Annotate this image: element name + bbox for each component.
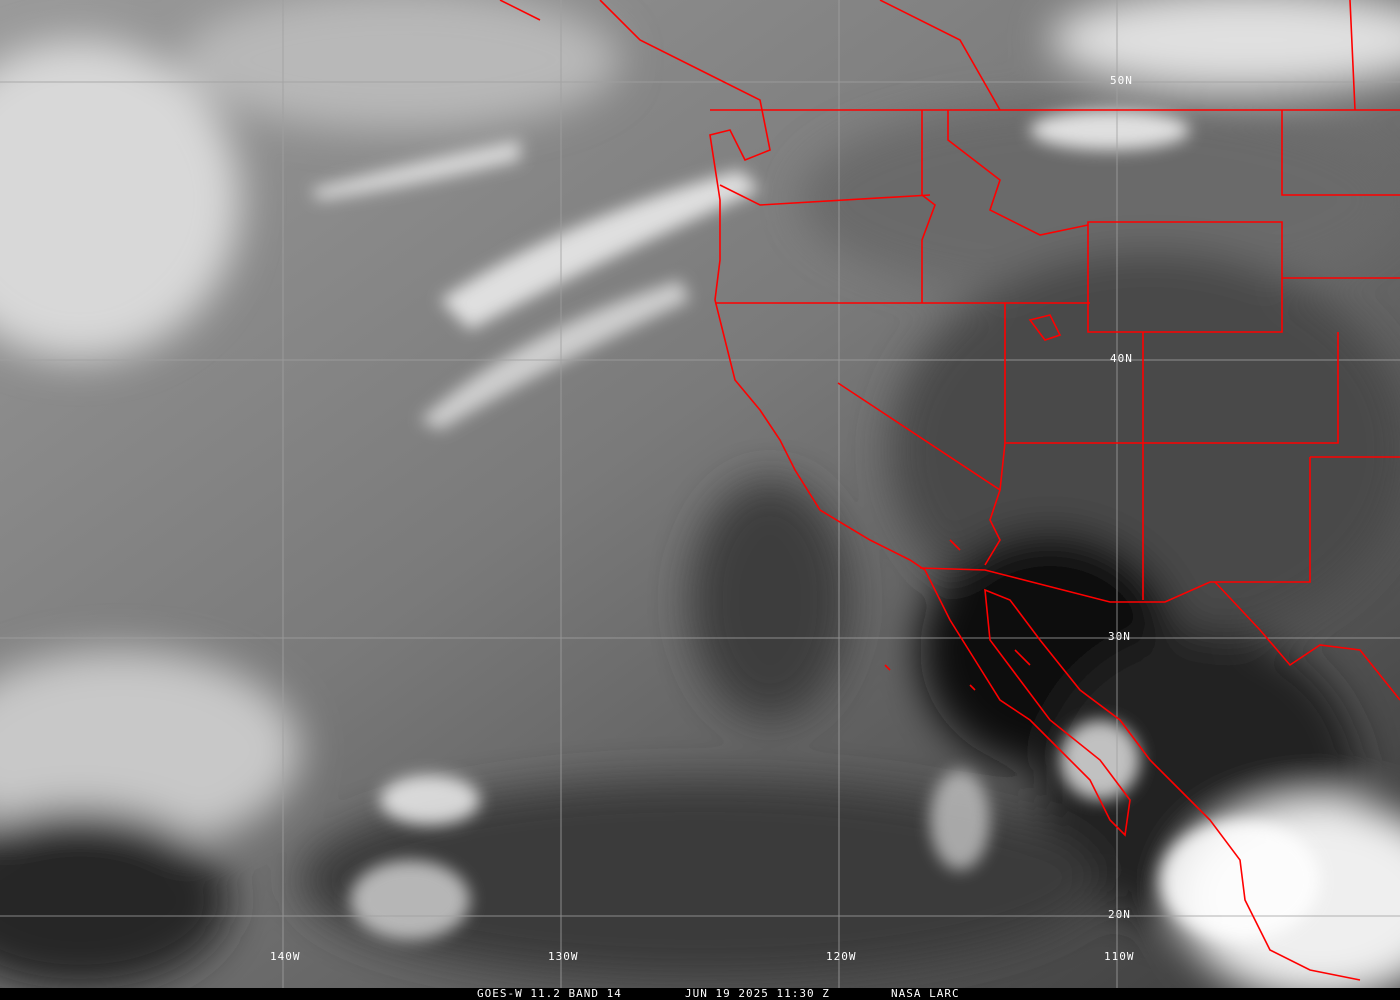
lon-label-140w: 140W: [270, 950, 301, 963]
wy-border: [1087, 221, 1283, 333]
id-border: [921, 110, 1089, 303]
co-ut-az-nm: [919, 332, 1400, 603]
political-borders: [499, 0, 1400, 981]
canada-us-border: [710, 0, 1400, 111]
mexico-border: [1214, 581, 1400, 701]
caption-bar: GOES-W 11.2 BAND 14 JUN 19 2025 11:30 Z …: [0, 988, 1400, 1000]
lat-label-30n: 30N: [1108, 630, 1131, 643]
lon-label-120w: 120W: [826, 950, 857, 963]
great-salt-lake: [1028, 314, 1062, 341]
lat-label-20n: 20N: [1108, 908, 1131, 921]
lat-label-50n: 50N: [1110, 74, 1133, 87]
lat-label-40n: 40N: [1110, 352, 1133, 365]
lon-label-130w: 130W: [548, 950, 579, 963]
coastline: [499, 0, 1361, 981]
islands: [884, 539, 1031, 691]
mt-border: [1281, 0, 1400, 279]
product-label: GOES-W 11.2 BAND 14: [477, 987, 622, 1000]
source-label: NASA LARC: [891, 987, 960, 1000]
nv-ca-border: [837, 303, 1006, 566]
wa-or-border: [719, 184, 931, 206]
datetime-label: JUN 19 2025 11:30 Z: [685, 987, 830, 1000]
lon-label-110w: 110W: [1104, 950, 1135, 963]
